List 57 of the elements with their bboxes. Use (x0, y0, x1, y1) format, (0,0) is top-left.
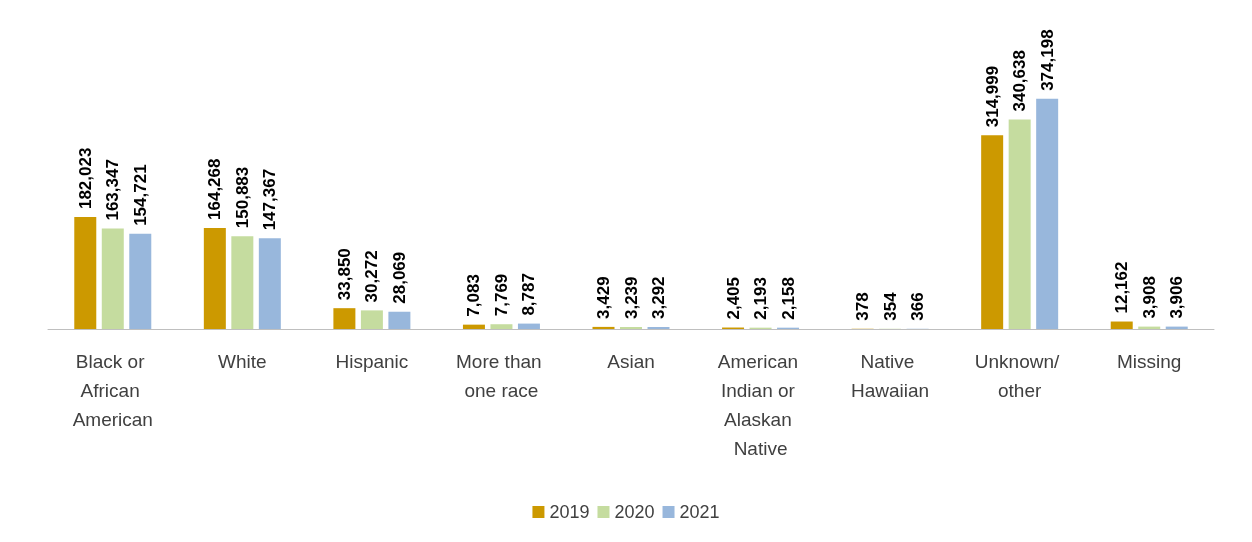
data-label: 354 (880, 291, 900, 321)
data-label: 314,999 (982, 65, 1002, 128)
data-label: 28,069 (389, 251, 409, 304)
data-label: 147,367 (260, 168, 280, 231)
bar (74, 217, 97, 329)
bar (647, 326, 670, 329)
bar (981, 135, 1004, 329)
bar (517, 323, 540, 329)
legend-label: 2019 (549, 502, 590, 522)
data-label: 7,083 (464, 274, 484, 317)
x-tick-label: White (218, 351, 267, 372)
x-tick-label: Black or African American (72, 351, 153, 430)
data-label: 8,787 (519, 273, 539, 316)
x-tick-label: Asian (607, 351, 655, 372)
data-label: 3,906 (1167, 276, 1187, 319)
data-label: 378 (853, 292, 873, 321)
data-label: 3,292 (649, 276, 668, 319)
data-label: 3,429 (594, 276, 613, 319)
data-label: 3,239 (621, 276, 641, 320)
bar (1036, 98, 1059, 329)
bar (490, 324, 513, 329)
data-label: 163,347 (103, 159, 123, 221)
x-tick-label: Missing (1117, 351, 1182, 372)
bar (203, 227, 226, 329)
data-label: 33,850 (334, 248, 354, 301)
data-label: 164,268 (205, 158, 225, 220)
data-label: 2,193 (751, 277, 771, 320)
bar (1008, 119, 1031, 329)
x-tick-label: Native Hawaiian (851, 351, 930, 401)
legend-label: 2021 (679, 502, 720, 522)
data-label: 154,721 (130, 164, 150, 226)
data-label: 340,638 (1010, 50, 1030, 112)
data-label: 3,908 (1139, 276, 1159, 319)
data-label: 150,883 (232, 166, 252, 229)
data-label: 30,272 (362, 250, 382, 303)
bar (333, 308, 356, 329)
bar (129, 233, 152, 329)
data-label: 2,158 (778, 277, 798, 320)
x-tick-label: Hispanic (335, 351, 409, 372)
data-label: 12,162 (1112, 261, 1132, 314)
data-label: 2,405 (723, 276, 743, 320)
bar (388, 311, 411, 329)
data-label: 7,769 (491, 273, 511, 317)
data-label: 366 (908, 292, 928, 321)
legend-label: 2020 (614, 502, 655, 522)
bar (462, 324, 485, 329)
bar (592, 326, 615, 329)
x-tick-label: More than one race (456, 351, 547, 401)
bar (258, 238, 281, 329)
x-tick-label: American Indian or Alaskan Native (717, 351, 804, 459)
data-label: 374,198 (1037, 29, 1057, 91)
data-label: 182,023 (75, 147, 95, 210)
bar (1110, 321, 1133, 329)
bar (101, 228, 124, 329)
bar (360, 310, 383, 329)
x-tick-label: Unknown/ other (974, 351, 1065, 401)
bar (231, 236, 254, 329)
